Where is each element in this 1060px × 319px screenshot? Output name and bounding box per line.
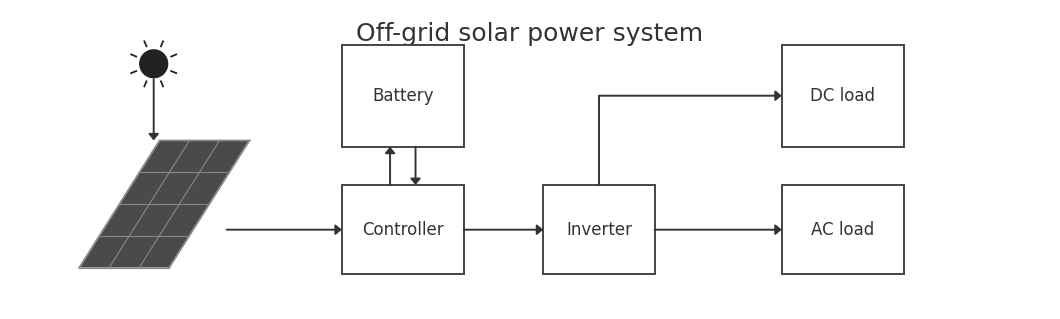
Bar <box>782 185 903 274</box>
Text: DC load: DC load <box>810 87 876 105</box>
Text: Battery: Battery <box>372 87 434 105</box>
Bar <box>543 185 654 274</box>
Text: Off-grid solar power system: Off-grid solar power system <box>356 22 704 46</box>
Polygon shape <box>78 140 250 268</box>
Ellipse shape <box>140 50 167 78</box>
Text: AC load: AC load <box>811 221 874 239</box>
Bar <box>782 45 903 147</box>
Text: Inverter: Inverter <box>566 221 632 239</box>
Bar <box>341 45 464 147</box>
Text: Controller: Controller <box>361 221 444 239</box>
Bar <box>341 185 464 274</box>
